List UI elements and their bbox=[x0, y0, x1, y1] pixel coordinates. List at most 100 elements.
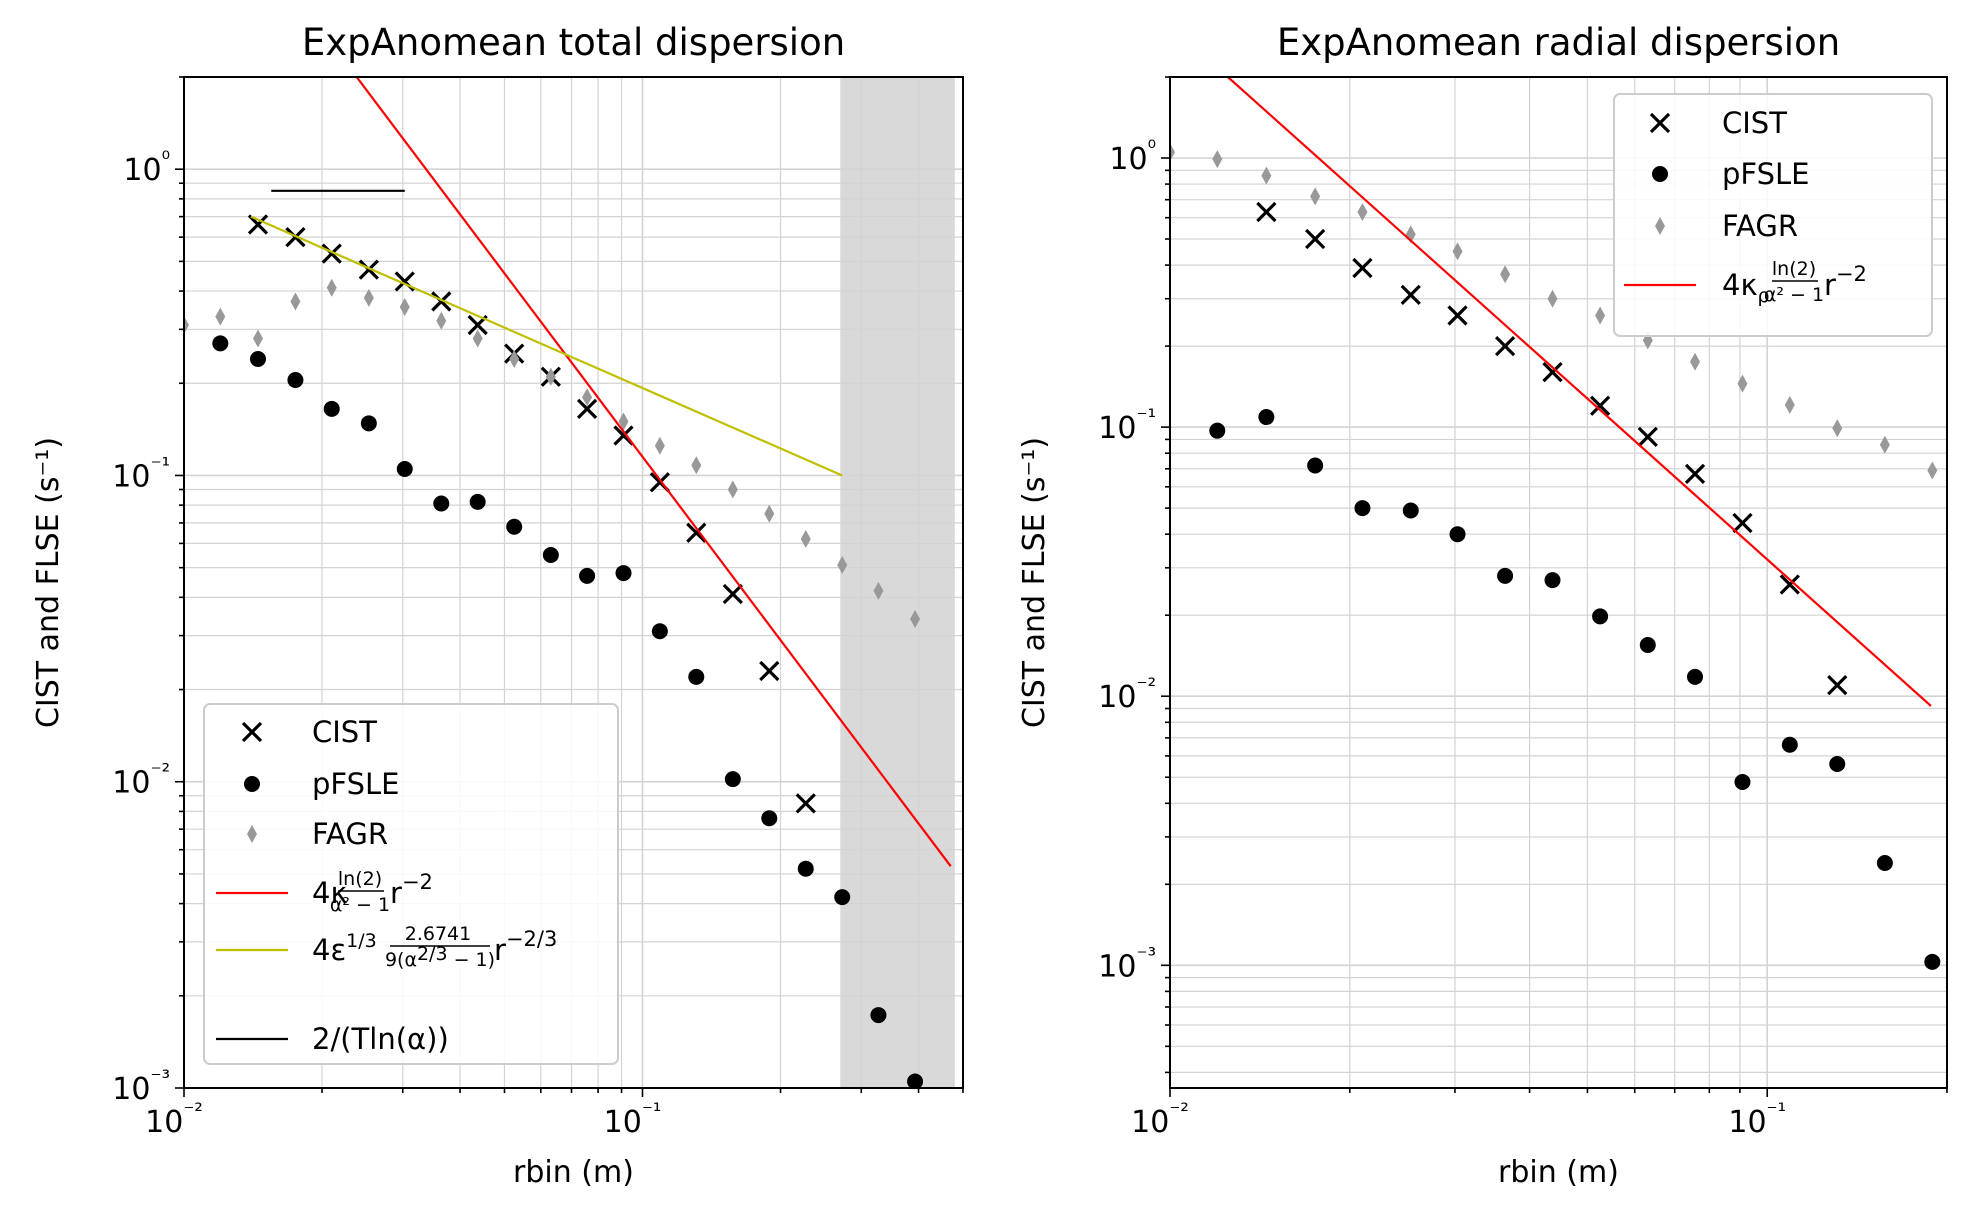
point-pfsle bbox=[688, 668, 705, 685]
point-cist bbox=[247, 214, 269, 235]
text-span: κ bbox=[330, 876, 347, 910]
point-cist-stroke bbox=[576, 398, 598, 419]
text-span: r bbox=[390, 876, 402, 910]
legend-formula-den: 9(α2/3 − 1) bbox=[385, 943, 495, 971]
point-cist bbox=[722, 583, 743, 605]
tick-exponent: ⁻¹ bbox=[1767, 1099, 1787, 1123]
point-fagr bbox=[290, 292, 301, 311]
tick-exponent: ⁻² bbox=[183, 1099, 203, 1123]
tick-base: 10 bbox=[112, 1072, 150, 1107]
shaded-region bbox=[840, 77, 955, 1088]
point-fagr bbox=[215, 307, 226, 326]
point-fagr bbox=[1737, 374, 1748, 393]
point-cist bbox=[1779, 574, 1800, 595]
point-pfsle bbox=[396, 460, 413, 477]
point-cist bbox=[795, 793, 816, 814]
legend-marker-pfsle bbox=[244, 776, 260, 792]
point-cist-stroke bbox=[1542, 362, 1563, 383]
tick-exponent: ⁻¹ bbox=[1136, 405, 1156, 429]
axes-frame bbox=[183, 76, 964, 1089]
legend-label-epsilon-formula: 4ε1/3 bbox=[312, 930, 377, 967]
point-pfsle bbox=[1734, 773, 1751, 790]
chart-title: ExpAnomean radial dispersion bbox=[1277, 21, 1840, 64]
point-pfsle bbox=[1258, 409, 1275, 426]
legend-formula-num: ln(2) bbox=[338, 868, 382, 890]
point-cist-stroke bbox=[649, 472, 670, 493]
point-fagr bbox=[1595, 306, 1606, 325]
text-span: −2 bbox=[1836, 262, 1867, 286]
tick-base: 10 bbox=[112, 459, 150, 494]
point-pfsle bbox=[615, 565, 632, 582]
legend-formula-num: ln(2) bbox=[1772, 258, 1816, 280]
point-pfsle bbox=[1544, 572, 1561, 589]
y-tick-label: 10⁻² bbox=[112, 760, 170, 801]
legend-marker-fagr bbox=[1655, 217, 1665, 235]
point-cist bbox=[1732, 512, 1753, 534]
tick-base: 10 bbox=[112, 766, 150, 801]
point-fagr bbox=[727, 480, 738, 499]
text-span: FAGR bbox=[1722, 209, 1798, 243]
y-tick-label: 10⁰ bbox=[1109, 136, 1156, 177]
legend-formula-r: r−2 bbox=[1824, 262, 1867, 302]
point-fagr bbox=[1261, 166, 1272, 185]
point-cist bbox=[1305, 228, 1326, 250]
text-span: α² − 1 bbox=[330, 894, 390, 916]
text-span: −2 bbox=[402, 870, 433, 894]
y-tick-label: 10⁻¹ bbox=[1098, 405, 1156, 446]
series-line-3 bbox=[1227, 77, 1932, 707]
tick-exponent: ⁻² bbox=[1136, 674, 1156, 698]
plot-area bbox=[1170, 77, 1941, 970]
point-cist bbox=[1352, 257, 1373, 279]
point-fagr bbox=[873, 581, 884, 600]
point-cist bbox=[759, 660, 780, 682]
text-span: ρ bbox=[1758, 285, 1770, 307]
text-span: pFSLE bbox=[1722, 157, 1809, 191]
x-axis-label: rbin (m) bbox=[513, 1155, 634, 1190]
point-fagr bbox=[363, 288, 374, 307]
legend-label-pfsle: pFSLE bbox=[1722, 157, 1809, 191]
legend-label-pfsle: pFSLE bbox=[312, 767, 399, 801]
point-fagr bbox=[1832, 419, 1843, 438]
x-tick-label: 10⁻² bbox=[1131, 1099, 1189, 1140]
point-cist-stroke bbox=[1827, 674, 1848, 696]
y-tick-label: 10⁻¹ bbox=[112, 453, 170, 494]
tick-exponent: ⁻¹ bbox=[150, 453, 170, 477]
point-pfsle bbox=[1497, 567, 1514, 584]
point-pfsle bbox=[834, 889, 851, 906]
point-cist-stroke bbox=[795, 793, 816, 814]
point-fagr bbox=[1690, 352, 1701, 371]
point-pfsle bbox=[1402, 502, 1419, 519]
point-pfsle bbox=[360, 415, 377, 432]
legend-formula-den: α² − 1 bbox=[1764, 284, 1824, 306]
text-span: 4 bbox=[312, 876, 330, 910]
text-span: 2.6741 bbox=[405, 923, 471, 945]
legend-label-fagr: FAGR bbox=[1722, 209, 1798, 243]
point-cist-stroke bbox=[358, 259, 379, 280]
tick-base: 10 bbox=[1098, 949, 1136, 984]
text-span: ln(2) bbox=[338, 868, 382, 890]
point-fagr bbox=[1452, 242, 1463, 261]
text-span: CIST bbox=[312, 715, 377, 749]
tick-exponent: ⁻¹ bbox=[642, 1099, 662, 1123]
point-fagr bbox=[472, 329, 483, 348]
tick-base: 10 bbox=[1098, 411, 1136, 446]
point-cist-stroke bbox=[722, 583, 743, 605]
text-span: 4ε bbox=[312, 933, 346, 967]
legend-formula-r: r−2 bbox=[390, 870, 433, 910]
tick-base: 10 bbox=[123, 153, 161, 188]
point-fagr bbox=[618, 412, 629, 431]
point-cist-stroke bbox=[1494, 335, 1516, 357]
point-pfsle bbox=[870, 1007, 887, 1024]
point-pfsle bbox=[907, 1073, 924, 1088]
legend-formula-den: α² − 1 bbox=[330, 894, 390, 916]
point-fagr bbox=[764, 504, 775, 523]
point-pfsle bbox=[797, 860, 814, 877]
legend-frame bbox=[1613, 93, 1933, 337]
legend-formula-r: r−2/3 bbox=[494, 927, 557, 967]
point-fagr bbox=[1927, 461, 1938, 480]
point-pfsle bbox=[1876, 854, 1893, 871]
point-cist-stroke bbox=[394, 271, 415, 292]
